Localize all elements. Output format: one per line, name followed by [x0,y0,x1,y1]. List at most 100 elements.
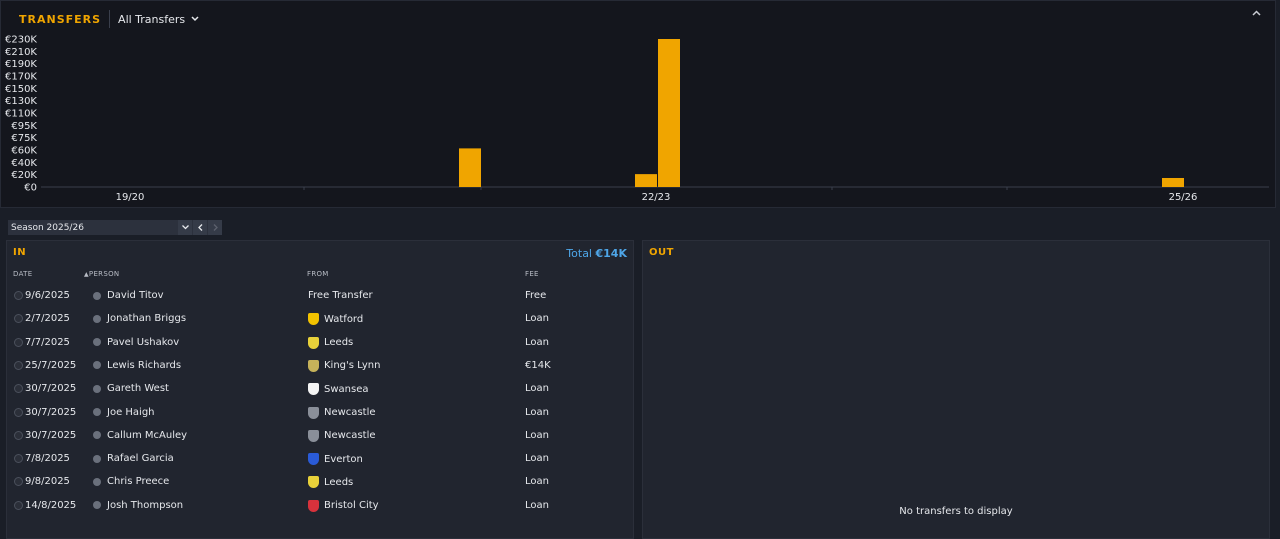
date-value: 30/7/2025 [25,383,77,395]
column-header-person[interactable]: ▲PERSON [84,270,119,278]
season-selector[interactable]: Season 2025/26 [8,220,222,235]
chart-title: TRANSFERS [19,12,102,26]
column-header-fee[interactable]: FEE [525,270,539,278]
fee-value: Loan [525,336,549,348]
table-row[interactable]: 30/7/2025 Gareth West Swansea Loan [7,378,633,401]
person-name[interactable]: Pavel Ushakov [107,336,180,348]
fee-value: Loan [525,453,549,465]
date-value: 2/7/2025 [25,313,70,325]
total-fee: Total €14K [566,247,627,260]
from-cell[interactable]: Newcastle [308,406,376,419]
person-cell[interactable]: Joe Haigh [93,407,155,418]
y-tick-label: €110K [5,109,37,120]
from-cell[interactable]: Swansea [308,383,369,396]
fee-cell: Loan [525,407,549,418]
season-label: Season 2025/26 [11,222,84,233]
person-cell[interactable]: Lewis Richards [93,360,181,371]
fee-value: Free [525,290,547,301]
person-cell[interactable]: David Titov [93,290,164,301]
table-row[interactable]: 25/7/2025 Lewis Richards King's Lynn €14K [7,355,633,378]
fee-cell: Loan [525,337,549,348]
chart-bar[interactable] [658,39,680,187]
leeds-badge-icon [308,476,319,489]
person-name[interactable]: Joe Haigh [107,406,155,418]
person-icon [93,314,101,323]
from-cell[interactable]: King's Lynn [308,359,381,372]
from-cell[interactable]: Leeds [308,336,354,349]
chart-bar[interactable] [459,148,481,187]
person-icon [93,291,101,300]
from-cell[interactable]: Newcastle [308,429,376,442]
from-club[interactable]: Leeds [324,476,354,488]
person-name[interactable]: Rafael Garcia [107,453,174,465]
person-cell[interactable]: Chris Preece [93,476,169,487]
out-panel-title: OUT [649,247,674,258]
person-cell[interactable]: Callum McAuley [93,430,187,441]
person-name[interactable]: Chris Preece [107,476,170,488]
from-club[interactable]: Newcastle [324,430,376,442]
from-cell[interactable]: Everton [308,453,363,466]
fee-value: Loan [525,406,549,418]
table-row[interactable]: 30/7/2025 Joe Haigh Newcastle Loan [7,402,633,425]
from-cell[interactable]: Leeds [308,476,354,489]
chart-bar[interactable] [635,174,657,187]
person-cell[interactable]: Rafael Garcia [93,453,174,464]
status-dot-icon [14,407,23,417]
date-cell: 9/6/2025 [14,290,70,301]
next-season-button[interactable] [208,220,222,235]
fee-cell: Loan [525,500,549,511]
person-icon [93,501,101,510]
from-cell[interactable]: Bristol City [308,499,379,512]
table-row[interactable]: 14/8/2025 Josh Thompson Bristol City Loan [7,495,633,518]
collapse-button[interactable] [1252,8,1261,19]
person-name[interactable]: Jonathan Briggs [107,313,187,325]
table-row[interactable]: 30/7/2025 Callum McAuley Newcastle Loan [7,425,633,448]
chart-bar[interactable] [1162,177,1184,187]
transfer-filter-label: All Transfers [118,12,186,26]
x-tick-label: 25/26 [1169,192,1198,203]
from-club[interactable]: Free Transfer [308,290,373,301]
person-cell[interactable]: Gareth West [93,383,169,394]
person-cell[interactable]: Jonathan Briggs [93,313,186,324]
table-row[interactable]: 7/7/2025 Pavel Ushakov Leeds Loan [7,332,633,355]
from-club[interactable]: Newcastle [324,407,376,418]
table-row[interactable]: 9/6/2025 David Titov Free Transfer Free [7,285,633,308]
date-value: 9/6/2025 [25,290,70,301]
from-club[interactable]: Leeds [324,337,354,349]
column-header-from[interactable]: FROM [307,270,329,278]
table-row[interactable]: 2/7/2025 Jonathan Briggs Watford Loan [7,308,633,331]
from-club[interactable]: Swansea [324,383,369,395]
date-cell: 2/7/2025 [14,313,70,324]
previous-season-button[interactable] [193,220,207,235]
date-value: 7/8/2025 [25,453,70,465]
person-cell[interactable]: Josh Thompson [93,500,183,511]
person-name[interactable]: David Titov [107,290,164,301]
transfer-filter-dropdown[interactable]: All Transfers [118,13,199,26]
person-name[interactable]: Gareth West [107,383,169,395]
person-cell[interactable]: Pavel Ushakov [93,337,179,348]
status-dot-icon [14,291,23,300]
in-panel-title: IN [13,247,27,258]
from-cell[interactable]: Watford [308,313,364,326]
table-row[interactable]: 7/8/2025 Rafael Garcia Everton Loan [7,448,633,471]
column-header-date[interactable]: DATE [13,270,33,278]
fee-value: Loan [525,313,549,325]
from-cell[interactable]: Free Transfer [308,290,373,301]
status-dot-icon [14,360,23,370]
person-name[interactable]: Callum McAuley [107,429,188,441]
chevron-down-icon [191,16,199,22]
y-tick-label: €95K [11,121,37,132]
y-tick-label: €150K [5,84,37,95]
season-dropdown-button[interactable] [178,220,192,235]
from-club[interactable]: Bristol City [324,500,379,512]
swansea-badge-icon [308,383,319,396]
y-tick-label: €230K [5,35,37,46]
from-club[interactable]: Watford [324,313,364,325]
person-icon [93,384,101,393]
from-club[interactable]: Everton [324,453,363,465]
table-row[interactable]: 9/8/2025 Chris Preece Leeds Loan [7,471,633,494]
person-name[interactable]: Josh Thompson [107,499,184,511]
from-club[interactable]: King's Lynn [324,360,381,372]
fee-cell: Loan [525,453,549,464]
person-name[interactable]: Lewis Richards [107,359,182,371]
